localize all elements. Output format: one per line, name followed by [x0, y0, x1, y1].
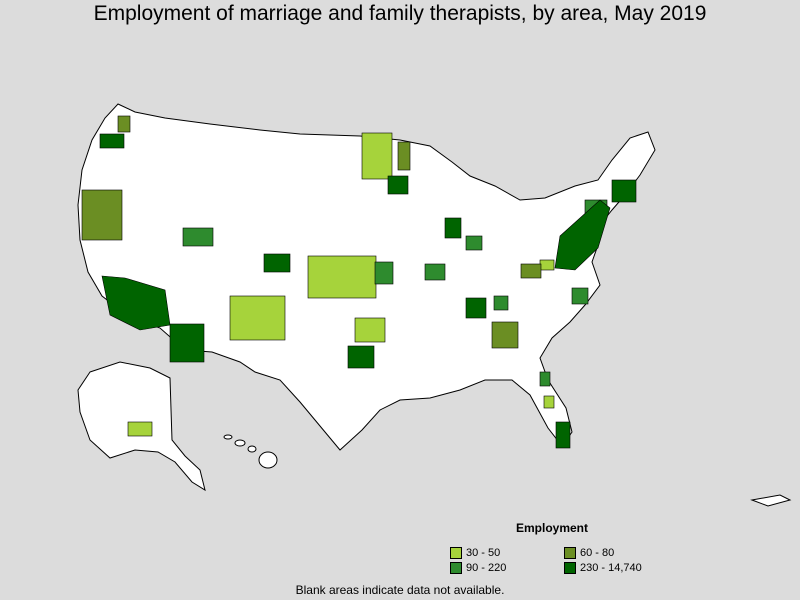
puerto-rico-land	[750, 494, 792, 507]
legend-label: 30 - 50	[466, 547, 501, 559]
areas-230-14740	[99, 133, 637, 449]
legend-item-90-220: 90 - 220	[450, 562, 506, 574]
footnote: Blank areas indicate data not available.	[295, 583, 505, 597]
legend-label: 90 - 220	[466, 562, 507, 574]
legend-label: 230 - 14,740	[580, 562, 642, 574]
legend-swatch	[564, 562, 576, 574]
legend-swatch	[450, 562, 462, 574]
legend-item-30-50: 30 - 50	[450, 547, 500, 559]
hawaii-land	[223, 434, 278, 469]
map-title: Employment of marriage and family therap…	[93, 2, 707, 25]
legend-label: 60 - 80	[580, 547, 615, 559]
areas-60-80	[81, 115, 542, 349]
legend-swatch	[564, 547, 576, 559]
legend-title: Employment	[516, 521, 589, 535]
areas-30-50	[127, 132, 555, 437]
legend-item-230-14740: 230 - 14,740	[564, 562, 642, 574]
legend-item-60-80: 60 - 80	[564, 547, 614, 559]
legend-swatch	[450, 547, 462, 559]
